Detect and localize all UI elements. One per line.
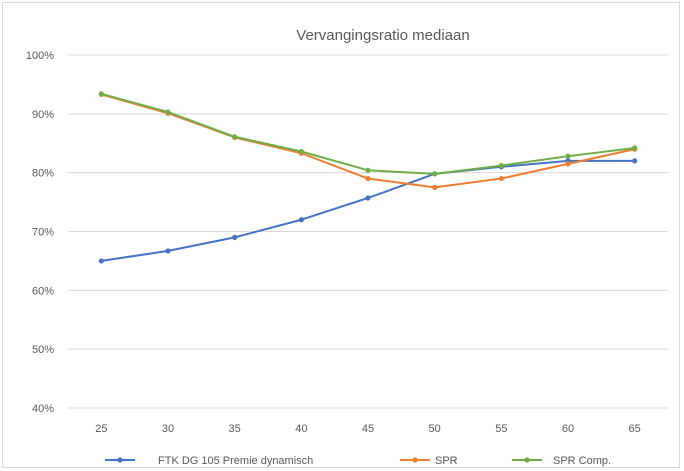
y-tick-label: 40% bbox=[32, 403, 54, 415]
x-tick-label: 35 bbox=[229, 423, 241, 435]
legend-swatch-marker bbox=[524, 457, 530, 463]
legend-label: SPR Comp. bbox=[553, 455, 611, 467]
x-tick-label: 40 bbox=[295, 423, 307, 435]
data-point bbox=[365, 195, 371, 201]
chart-title: Vervangingsratio mediaan bbox=[296, 27, 469, 44]
data-point bbox=[432, 171, 438, 177]
y-axis-ticks: 40% 50% 60% 70% 80% 90% 100% bbox=[26, 50, 54, 415]
data-point bbox=[632, 158, 638, 164]
legend-item: SPR Comp. bbox=[512, 455, 611, 467]
legend-swatch-marker bbox=[117, 457, 123, 463]
y-tick-label: 70% bbox=[32, 227, 54, 239]
series-lines bbox=[98, 91, 638, 264]
series-line bbox=[101, 159, 635, 262]
x-tick-label: 45 bbox=[362, 423, 374, 435]
x-axis-ticks: 25 30 35 40 45 50 55 60 65 bbox=[95, 423, 641, 435]
x-tick-label: 50 bbox=[429, 423, 441, 435]
x-tick-label: 30 bbox=[162, 423, 174, 435]
gridlines bbox=[68, 54, 668, 409]
data-point bbox=[232, 234, 238, 240]
legend-swatch-marker bbox=[412, 457, 418, 463]
x-tick-label: 60 bbox=[562, 423, 574, 435]
data-point bbox=[165, 248, 171, 254]
data-point bbox=[498, 175, 504, 182]
y-tick-label: 80% bbox=[32, 168, 54, 180]
data-point bbox=[232, 134, 238, 140]
y-tick-label: 60% bbox=[32, 285, 54, 297]
data-point bbox=[165, 109, 171, 115]
legend-label: FTK DG 105 Premie dynamisch bbox=[158, 455, 313, 467]
data-point bbox=[432, 184, 438, 190]
data-point bbox=[98, 258, 104, 264]
data-point bbox=[365, 175, 371, 182]
data-point bbox=[298, 148, 304, 155]
x-tick-label: 25 bbox=[95, 423, 107, 435]
data-point bbox=[298, 217, 304, 223]
x-tick-label: 55 bbox=[495, 423, 507, 435]
y-tick-label: 100% bbox=[26, 50, 54, 62]
data-point bbox=[565, 161, 571, 167]
data-point bbox=[365, 167, 371, 173]
data-point bbox=[98, 91, 104, 97]
legend-item: FTK DG 105 Premie dynamisch bbox=[105, 455, 313, 467]
y-tick-label: 90% bbox=[32, 109, 54, 121]
legend-label: SPR bbox=[435, 455, 458, 467]
data-point bbox=[632, 145, 638, 151]
y-tick-label: 50% bbox=[32, 344, 54, 356]
series-line bbox=[101, 93, 635, 189]
legend-item: SPR bbox=[400, 455, 458, 467]
legend: FTK DG 105 Premie dynamisch SPR SPR Comp. bbox=[105, 455, 611, 467]
x-tick-label: 65 bbox=[629, 423, 641, 435]
data-point bbox=[498, 163, 504, 169]
data-point bbox=[565, 153, 571, 159]
